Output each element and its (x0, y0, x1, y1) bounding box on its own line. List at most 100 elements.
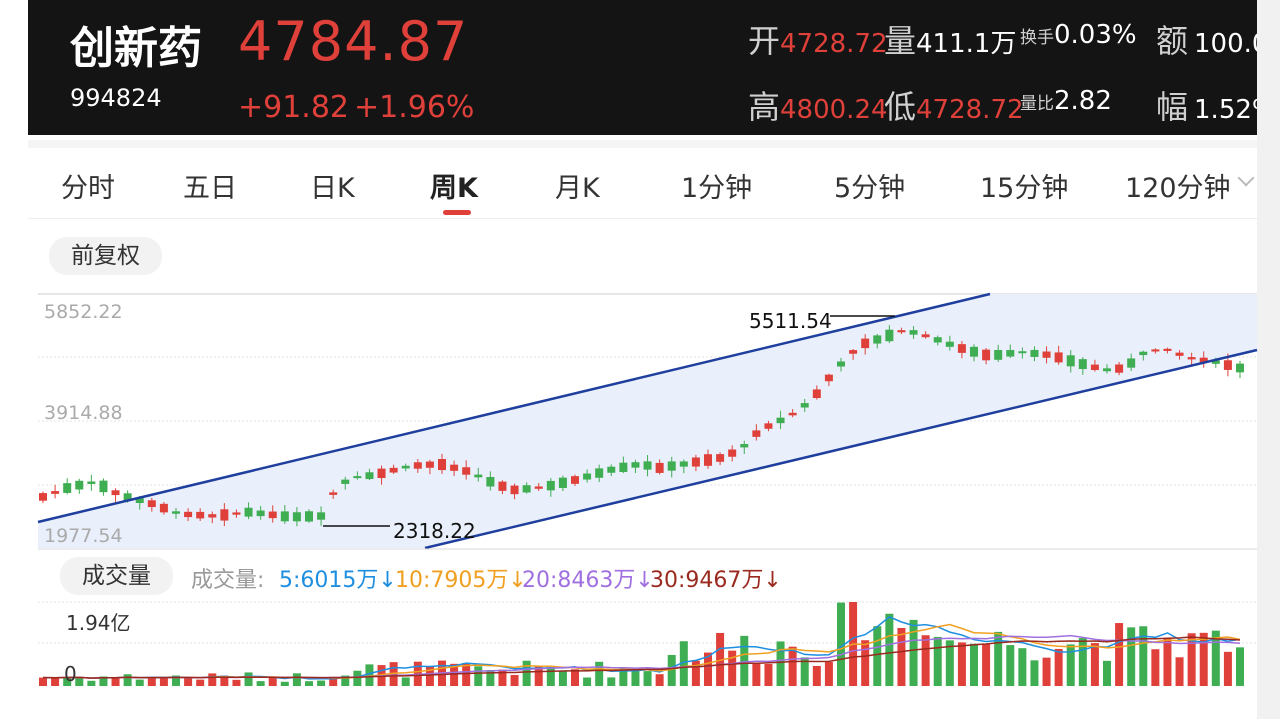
tab-120min[interactable]: 120分钟 (1125, 173, 1231, 204)
stat-amplitude: 幅1.52% (1156, 88, 1257, 126)
volume-bar (292, 673, 301, 686)
stat-volume-ratio: 量比2.82 (1020, 86, 1112, 116)
volume-bar (788, 646, 797, 686)
volume-bar (607, 677, 616, 686)
volume-bar (909, 619, 918, 686)
volume-bar (982, 644, 991, 686)
candle (292, 512, 301, 522)
volume-y-zero: 0 (64, 662, 77, 686)
volume-bar (389, 662, 398, 686)
candle (220, 509, 229, 521)
tab-five-day[interactable]: 五日 (183, 173, 237, 204)
volume-bar (401, 677, 410, 686)
candle (389, 467, 398, 473)
candle (462, 467, 471, 475)
volume-bar (147, 677, 156, 686)
volume-bar (873, 626, 882, 686)
candle (510, 485, 519, 495)
candle (679, 461, 688, 467)
volume-bar (546, 667, 555, 686)
volume-bar (498, 669, 507, 686)
candle (837, 361, 845, 367)
candle (546, 480, 555, 491)
volume-bar (1066, 644, 1075, 686)
tab-15min[interactable]: 15分钟 (980, 173, 1069, 204)
volume-bar (704, 652, 712, 686)
candle (522, 485, 531, 493)
candle (945, 341, 954, 347)
candle (982, 349, 991, 361)
candle (921, 334, 930, 338)
volume-bar (824, 662, 833, 686)
volume-bar (716, 632, 725, 686)
volume-bar (1175, 657, 1184, 686)
candle (438, 459, 446, 471)
channel-lower-line (424, 348, 1258, 550)
tab-5min[interactable]: 5分钟 (834, 173, 906, 204)
candle (631, 462, 640, 468)
candle (341, 479, 350, 484)
candle (764, 423, 773, 429)
volume-bar (317, 680, 326, 686)
volume-bar (1018, 648, 1027, 686)
stat-turnover: 换手0.03% (1020, 20, 1137, 50)
volume-bar (921, 635, 930, 686)
candle (75, 480, 84, 490)
tab-1min[interactable]: 1分钟 (681, 173, 753, 204)
candle (909, 330, 918, 335)
volume-bar (220, 675, 229, 686)
volume-bar (232, 679, 241, 686)
tab-fenshi[interactable]: 分时 (61, 173, 115, 204)
candle (704, 454, 712, 466)
candle (1163, 348, 1172, 351)
tab-monthly-k[interactable]: 月K (555, 173, 600, 204)
candle (147, 500, 156, 508)
y-label-top: 5852.22 (44, 301, 123, 323)
volume-bar (945, 640, 954, 686)
volume-bar (172, 675, 180, 686)
tab-daily-k[interactable]: 日K (310, 173, 355, 204)
candle (655, 462, 664, 473)
candle (994, 350, 1003, 360)
volume-indicator-button[interactable]: 成交量 (60, 557, 173, 595)
quote-header: 创新药 994824 4784.87 +91.82 +1.96% 开4728.7… (28, 0, 1257, 135)
volume-bar (764, 663, 773, 686)
candle (1030, 349, 1039, 357)
volume-bar (752, 662, 761, 686)
volume-ma30: 30:9467万↓ (650, 568, 782, 593)
volume-bar (1223, 651, 1232, 686)
volume-bar (933, 636, 942, 686)
volume-bar (655, 674, 664, 686)
candle (474, 474, 483, 478)
volume-bar (619, 668, 628, 686)
volume-bar (123, 674, 132, 686)
volume-bar (522, 660, 531, 686)
candle (1187, 357, 1196, 360)
candle (1115, 364, 1124, 373)
adjust-button[interactable]: 前复权 (49, 237, 162, 275)
volume-bar (208, 673, 217, 686)
volume-bar (558, 670, 567, 686)
candle (583, 473, 592, 480)
candle (377, 468, 386, 479)
index-code: 994824 (70, 84, 162, 112)
tab-weekly-k[interactable]: 周K (430, 173, 478, 204)
volume-bar (450, 663, 459, 686)
volume-bar (837, 602, 845, 686)
candle (619, 462, 628, 472)
volume-bar (305, 681, 313, 686)
volume-bar (1163, 638, 1172, 686)
volume-bar (679, 641, 688, 686)
candle (558, 477, 567, 488)
candle (752, 430, 761, 437)
y-label-mid: 3914.88 (44, 402, 123, 424)
candle (317, 512, 326, 520)
volume-bar (1187, 633, 1196, 686)
index-name: 创新药 (70, 23, 202, 74)
stat-low: 低4728.72 (884, 88, 1024, 126)
candle (1151, 349, 1160, 352)
candle (51, 491, 60, 494)
channel-fill (38, 294, 1257, 548)
